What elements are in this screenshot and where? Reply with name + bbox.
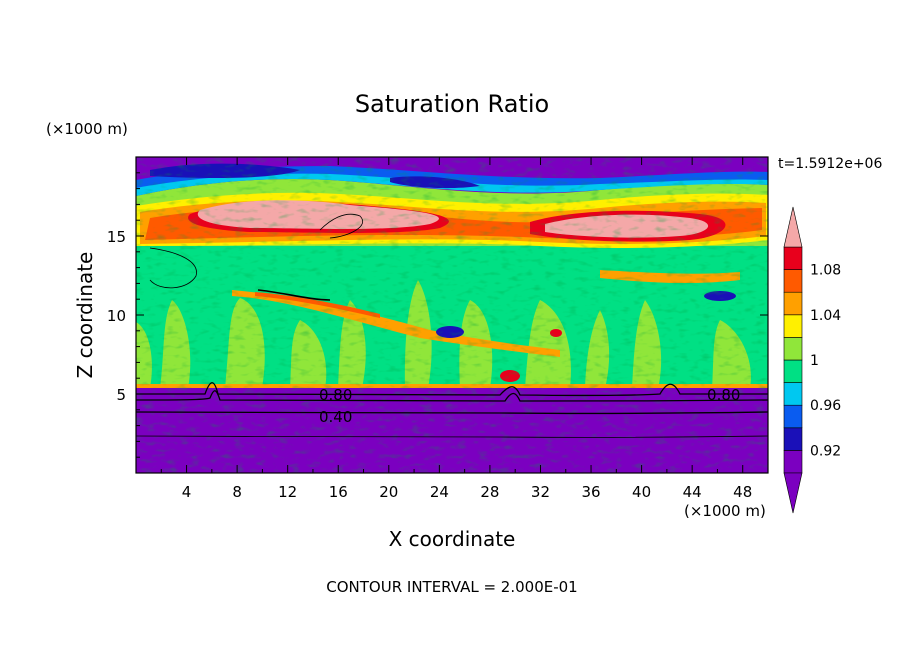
x-tick-label: 24 xyxy=(430,483,449,501)
colorbar-bin xyxy=(783,246,803,270)
x-axis-label: X coordinate xyxy=(389,527,516,551)
x-tick-label: 40 xyxy=(632,483,651,501)
contour-label: 0.80 xyxy=(707,386,740,404)
y-axis-label: Z coordinate xyxy=(73,252,97,379)
y-tick-label: 15 xyxy=(107,228,126,246)
contour-labels: 0.80 0.40 0.80 xyxy=(319,386,740,426)
colorbar-bin xyxy=(783,359,803,383)
colorbar-bin xyxy=(783,314,803,338)
x-tick-label: 12 xyxy=(278,483,297,501)
plot-area: 0.80 0.40 0.80 xyxy=(135,156,769,474)
x-tick-label: 48 xyxy=(733,483,752,501)
colorbar-tick-label: 1.04 xyxy=(810,308,841,324)
contour-label: 0.80 xyxy=(319,386,352,404)
field-texture xyxy=(136,157,768,473)
contour-lines xyxy=(136,213,768,438)
x-tick-label: 16 xyxy=(329,483,348,501)
colorbar-bin xyxy=(783,404,803,429)
x-tick-label: 32 xyxy=(531,483,550,501)
x-tick-label: 8 xyxy=(232,483,242,501)
y-axis-ticks: 5 10 15 xyxy=(107,172,768,458)
contour-interval-footer: CONTOUR INTERVAL = 2.000E-01 xyxy=(326,578,577,596)
x-unit-label: (×1000 m) xyxy=(684,502,766,520)
x-tick-label: 28 xyxy=(480,483,499,501)
colorbar-bin xyxy=(783,450,803,474)
field-layers xyxy=(136,157,768,473)
colorbar: 0.92 0.96 1 1.04 1.08 xyxy=(783,206,841,514)
colorbar-bin xyxy=(783,269,803,293)
x-axis-ticks: 4 8 12 16 20 24 28 32 36 40 44 48 xyxy=(160,157,752,501)
y-unit-label: (×1000 m) xyxy=(46,120,128,138)
colorbar-tick-label: 0.96 xyxy=(810,398,841,414)
colorbar-bin xyxy=(783,337,803,361)
x-tick-label: 44 xyxy=(683,483,702,501)
colorbar-tick-label: 0.92 xyxy=(810,443,841,459)
chart-title: Saturation Ratio xyxy=(355,90,549,118)
colorbar-min-extension xyxy=(783,472,803,514)
time-label: t=1.5912e+06 xyxy=(778,156,882,172)
colorbar-bin xyxy=(783,382,803,406)
x-tick-label: 20 xyxy=(379,483,398,501)
y-tick-label: 5 xyxy=(116,386,126,404)
colorbar-bin xyxy=(783,291,803,316)
x-tick-label: 36 xyxy=(581,483,600,501)
colorbar-max-extension xyxy=(783,206,803,248)
colorbar-tick-label: 1.08 xyxy=(810,263,841,279)
contour-label: 0.40 xyxy=(319,408,352,426)
colorbar-bin xyxy=(783,427,803,451)
y-tick-label: 10 xyxy=(107,307,126,325)
colorbar-tick-label: 1 xyxy=(810,353,819,369)
x-tick-label: 4 xyxy=(182,483,192,501)
